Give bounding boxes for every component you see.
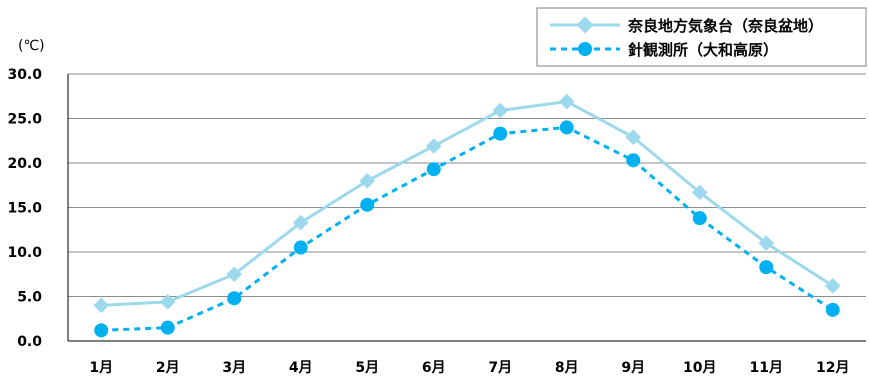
data-point-diamond	[824, 278, 841, 294]
x-tick-label: 4月	[289, 360, 313, 376]
legend-box	[536, 7, 867, 67]
data-point-circle	[293, 240, 308, 255]
x-tick-label: 1月	[89, 360, 113, 376]
data-point-diamond	[758, 235, 775, 251]
y-tick-label: 20.0	[7, 156, 42, 172]
series-line	[101, 125, 834, 332]
legend: 奈良地方気象台（奈良盆地） 針観測所（大和高原）	[536, 7, 867, 67]
data-point-diamond	[359, 173, 376, 189]
data-point-diamond	[492, 102, 509, 119]
y-tick-label: 15.0	[7, 201, 42, 217]
data-point-diamond	[425, 138, 442, 154]
y-tick-label: 30.0	[7, 67, 42, 83]
x-tick-label: 10月	[683, 360, 716, 376]
y-axis-unit-label: (℃)	[18, 38, 45, 54]
legend-marker-series-1	[576, 16, 594, 34]
data-point-diamond	[558, 93, 575, 110]
y-tick-label: 10.0	[7, 245, 42, 261]
data-point-circle	[759, 260, 774, 275]
data-point-circle	[626, 153, 641, 168]
data-point-diamond	[226, 266, 243, 283]
series-group	[93, 93, 841, 338]
data-point-circle	[825, 302, 840, 317]
x-tick-label: 6月	[422, 360, 446, 376]
data-point-circle	[559, 120, 574, 135]
x-tick-label: 11月	[750, 360, 783, 376]
data-point-circle	[160, 320, 175, 335]
x-tick-label: 5月	[355, 360, 379, 376]
x-tick-label: 2月	[156, 360, 180, 376]
y-tick-label: 25.0	[7, 112, 42, 128]
x-tick-labels: 1月 2月 3月 4月 5月 6月 7月 8月 9月 10月 11月 12月	[89, 360, 849, 376]
legend-marker-series-2	[578, 42, 592, 56]
data-point-diamond	[159, 294, 176, 310]
x-tick-label: 9月	[621, 360, 645, 376]
legend-label-series-1: 奈良地方気象台（奈良盆地）	[627, 17, 823, 35]
grid-lines	[67, 73, 866, 342]
y-tick-labels: 0.0 5.0 10.0 15.0 20.0 25.0 30.0	[7, 67, 42, 350]
data-point-diamond	[691, 184, 708, 201]
data-point-circle	[94, 323, 109, 338]
series-line	[101, 100, 834, 307]
data-point-diamond	[625, 129, 642, 145]
data-point-circle	[227, 291, 242, 306]
x-tick-label: 3月	[222, 360, 246, 376]
y-tick-label: 5.0	[17, 290, 42, 306]
data-point-circle	[360, 197, 375, 212]
data-point-diamond	[93, 297, 110, 314]
x-tick-label: 7月	[488, 360, 512, 376]
data-point-circle	[692, 211, 707, 226]
y-tick-label: 0.0	[17, 334, 42, 350]
data-point-circle	[426, 162, 441, 177]
x-tick-label: 8月	[555, 360, 579, 376]
legend-label-series-2: 針観測所（大和高原）	[628, 41, 778, 59]
x-tick-label: 12月	[816, 360, 849, 376]
data-point-circle	[493, 126, 508, 141]
data-point-diamond	[292, 214, 309, 231]
